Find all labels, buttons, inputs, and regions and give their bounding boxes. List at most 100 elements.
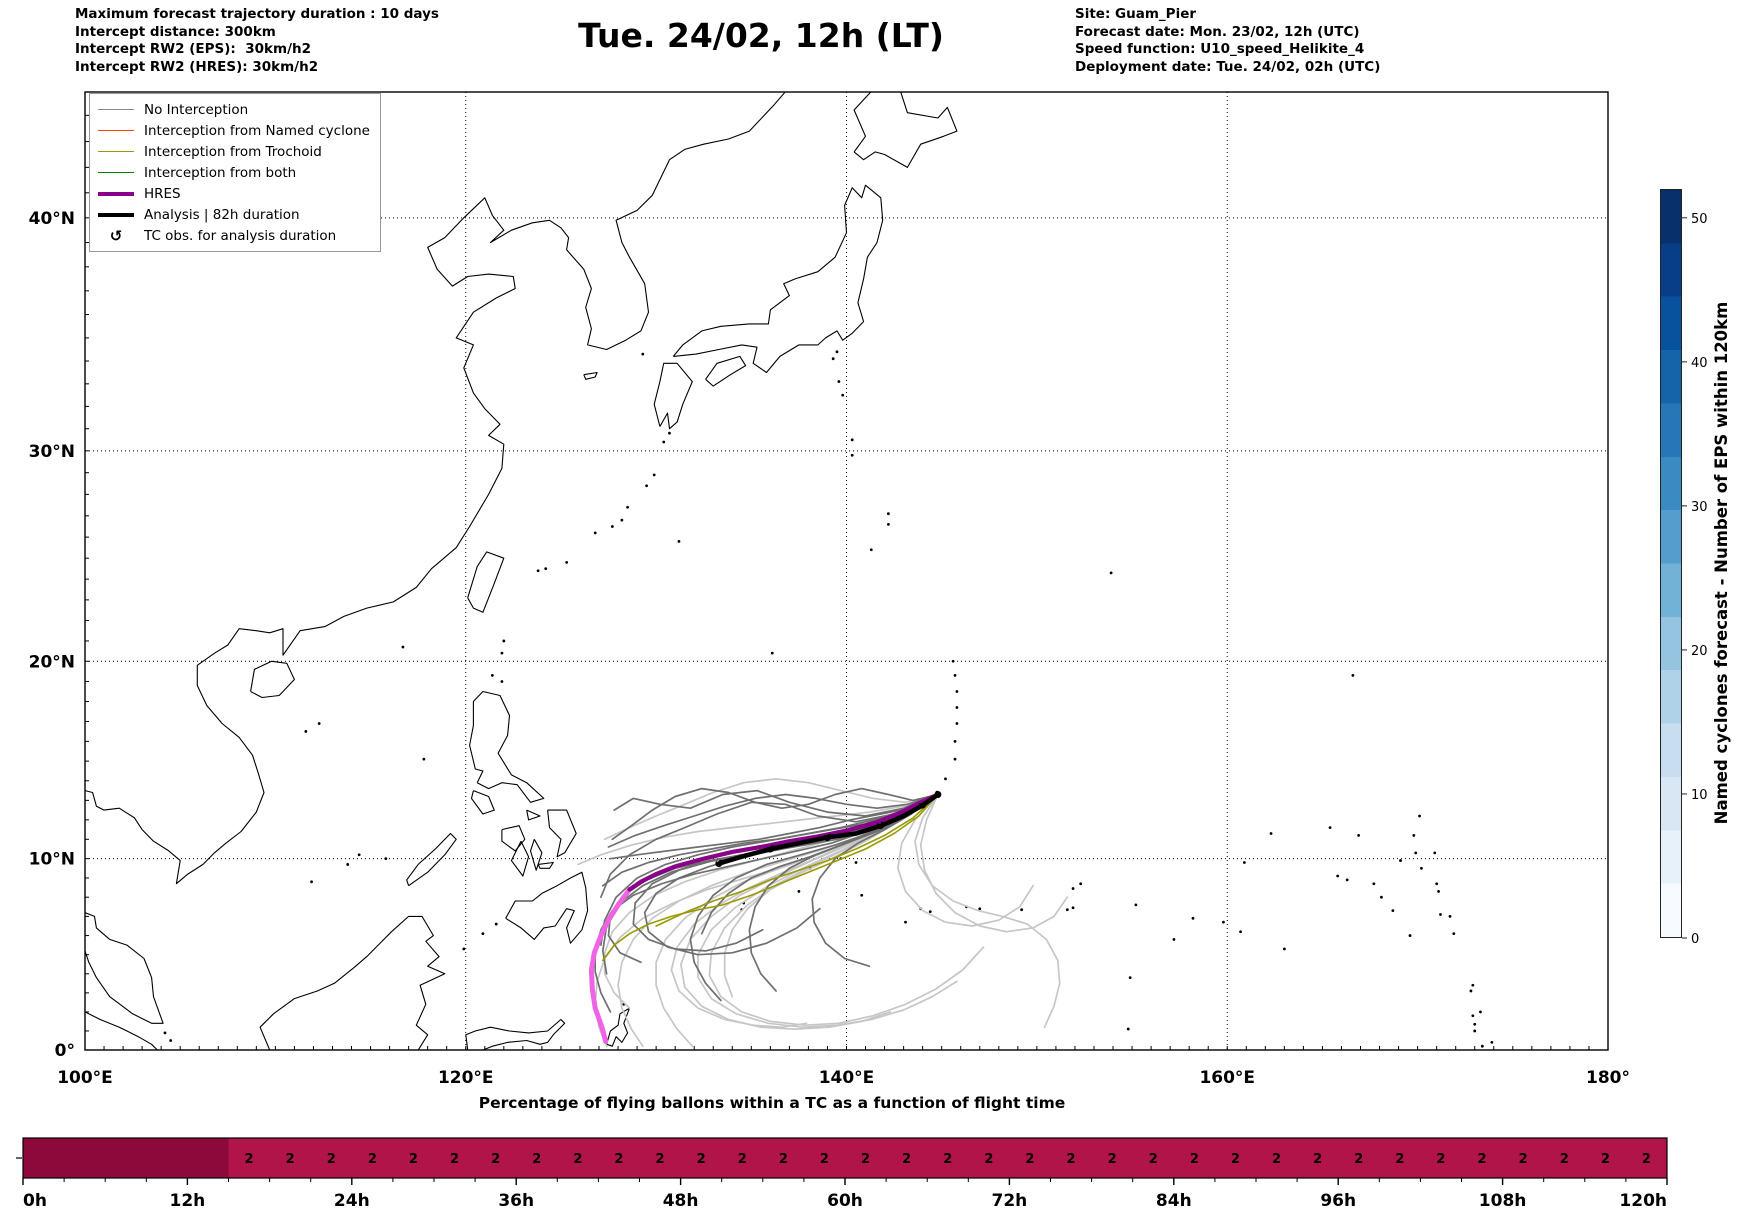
strip-cell [803,1138,846,1178]
island-dot [1433,851,1437,855]
coastline [705,355,747,387]
island-dot [1479,1010,1482,1014]
strip-cell [146,1138,188,1178]
island-dot [951,659,955,663]
y-tick-label: 10°N [29,850,75,870]
island-dot [953,757,957,761]
legend-label: Interception from Named cyclone [144,122,370,139]
island-dot [494,922,498,926]
strip-cell [434,1138,476,1178]
trajectory-no-interception-light [697,793,958,1029]
trajectory-no-interception-light [577,793,939,866]
island-dot [401,645,405,649]
island-dot [953,739,957,743]
strip-cell [1625,1138,1668,1178]
y-tick-label: 30°N [29,442,75,462]
island-dot [1490,1040,1494,1044]
strip-cell [392,1138,435,1178]
strip-cell [1338,1138,1380,1178]
island-dot [1071,906,1075,910]
strip-cell-value: 2 [1642,1152,1651,1167]
island-dot [1071,887,1075,890]
tc-obs-icon: ↺ [109,226,123,245]
tc-obs-icon: ↺ [918,799,927,812]
trajectory-no-interception [611,787,939,841]
strip-cell-value: 2 [532,1152,541,1167]
island-dot [1471,983,1475,987]
strip-cell [927,1138,969,1178]
coastline [537,861,554,869]
strip-cell [557,1138,599,1178]
strip-cell [187,1138,229,1178]
island-dot [500,680,504,683]
island-dot [1414,851,1418,855]
strip-cell [845,1138,887,1178]
strip-cell-value: 2 [1354,1152,1363,1167]
strip-cell [228,1138,271,1178]
tc-obs-icon: ↺ [876,820,885,833]
strip-cell [1050,1138,1093,1178]
strip-cell-value: 2 [1436,1152,1445,1167]
strip-x-tick-label: 60h [827,1191,863,1211]
strip-cell [886,1138,928,1178]
island-dot [1079,882,1083,886]
site-info-text: Site: Guam_Pier Forecast date: Mon. 23/0… [1075,6,1381,75]
island-dot [1471,1014,1475,1018]
coastline [406,832,457,887]
strip-cell [516,1138,558,1178]
trajectory-trochoid-interception [602,793,939,962]
coastline [505,871,589,944]
strip-cell [1009,1138,1051,1178]
strip-cell [1502,1138,1545,1178]
legend-item: Interception from both [98,162,370,183]
coastline [85,92,786,885]
strip-x-tick-label: 36h [498,1191,534,1211]
strip-cell-value: 2 [697,1152,706,1167]
island-dot [1399,859,1402,862]
island-dot [886,512,890,516]
tc-obs-icon: ↺ [823,831,832,844]
y-tick-label: 0° [55,1041,75,1061]
trajectory-hres [627,792,940,892]
colorbar-tick-label: 20 [1691,644,1708,659]
island-dot [620,518,624,522]
island-dot [1418,814,1421,818]
strip-cell-value: 2 [1560,1152,1569,1167]
island-dot [1242,861,1246,864]
coastline [465,1018,566,1050]
strip-x-tick-label: 108h [1479,1191,1527,1211]
island-dot [1420,866,1423,870]
coastline [85,912,164,1024]
island-dot [1065,908,1069,912]
strip-cell [1297,1138,1339,1178]
coastline [510,840,530,877]
island-dot [1128,976,1132,980]
island-dot [770,651,774,655]
island-dot [850,438,854,442]
island-dot [1328,826,1332,830]
tc-obs-markers: ↺ ↺ ↺ ↺ ↺ [714,799,927,870]
legend-item: No Interception [98,99,370,120]
island-dot [357,853,361,857]
x-tick-label: 180° [1586,1068,1630,1088]
strip-cell [639,1138,682,1178]
island-dot [955,706,959,709]
island-dot [837,380,841,383]
strip-cell [105,1138,147,1178]
island-dot [481,932,485,936]
coastline [467,551,505,613]
island-dot [1473,1022,1477,1026]
figure-title: Tue. 24/02, 12h (LT) [578,16,944,55]
island-dot [662,440,666,444]
map-axis-labels: 100°E 120°E 140°E 160°E 180° 0° 10°N 20°N 30°N 40… [29,209,1630,1088]
strip-x-tick-label: 48h [663,1191,699,1211]
island-dot [1269,832,1273,835]
legend-line-swatch [98,151,134,152]
island-dot [1134,903,1138,907]
island-dot [1282,947,1286,951]
forecast-params-text: Maximum forecast trajectory duration : 1… [75,6,439,75]
strip-cell-value: 2 [245,1152,254,1167]
trajectories [577,777,1069,1048]
